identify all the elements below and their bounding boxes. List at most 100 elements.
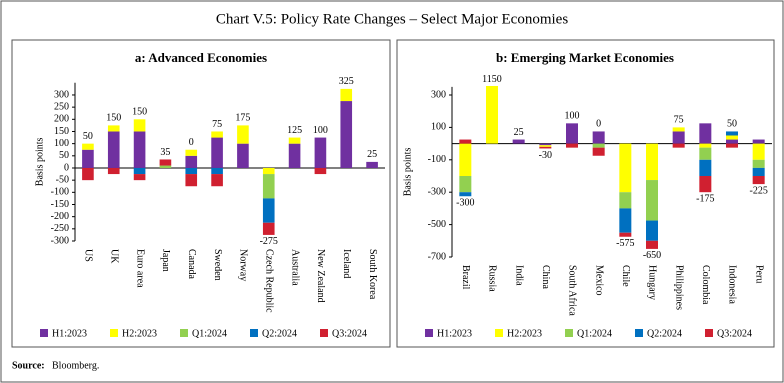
bar-segment — [133, 131, 146, 168]
bar-segment — [699, 143, 712, 148]
x-tick-label: Russia — [487, 265, 498, 292]
bar-segment — [752, 159, 765, 168]
bar-segment — [752, 167, 765, 176]
bar-segment — [726, 143, 738, 148]
total-label: 25 — [367, 149, 377, 160]
legend-swatch — [705, 329, 713, 337]
x-tick-label: Hungary — [647, 265, 658, 300]
legend-label: H2:2023 — [507, 328, 542, 339]
total-label: 1150 — [482, 74, 502, 85]
bar-segment — [107, 131, 120, 168]
y-tick-label: -100 — [428, 154, 446, 165]
x-tick-label: Chile — [620, 265, 631, 287]
bar-segment — [185, 149, 198, 156]
figure-title: Chart V.5: Policy Rate Changes – Select … — [216, 11, 568, 27]
bar-segment — [619, 208, 632, 233]
total-label: 100 — [313, 125, 328, 136]
bar-segment — [340, 88, 353, 102]
total-label: -300 — [456, 198, 474, 209]
bar-segment — [726, 131, 738, 136]
y-tick-label: -700 — [428, 251, 446, 262]
total-label: 0 — [189, 137, 194, 148]
panel-title: b: Emerging Market Economies — [496, 50, 674, 65]
bar-segment — [566, 123, 578, 144]
bar-segment — [459, 139, 472, 144]
bar-segment — [726, 139, 738, 144]
bar-segment — [211, 167, 223, 175]
bar-segment — [699, 176, 712, 193]
legend-swatch — [40, 329, 48, 337]
y-tick-label: -200 — [51, 211, 69, 222]
x-tick-label: Australia — [289, 249, 300, 286]
legend-swatch — [635, 329, 643, 337]
bar-segment — [82, 167, 94, 181]
y-tick-label: -300 — [428, 186, 446, 197]
bar-segment — [133, 119, 146, 132]
legend-label: Q2:2024 — [262, 328, 297, 339]
bar-segment — [262, 174, 275, 199]
bar-segment — [646, 180, 658, 221]
total-label: 125 — [287, 125, 302, 136]
bar-segment — [459, 192, 472, 197]
y-tick-label: -250 — [51, 223, 69, 234]
legend-swatch — [180, 329, 188, 337]
bar-segment — [592, 143, 605, 148]
bar-segment — [237, 125, 249, 144]
bar-segment — [262, 222, 275, 235]
x-tick-label: New Zealand — [315, 249, 326, 303]
x-tick-label: South Korea — [367, 249, 378, 300]
total-label: 0 — [596, 119, 601, 130]
legend-swatch — [110, 329, 118, 337]
total-label: -30 — [539, 150, 552, 161]
legend-swatch — [425, 329, 433, 337]
bar-segment — [672, 143, 685, 148]
bar-segment — [752, 139, 765, 144]
y-tick-label: 250 — [54, 101, 69, 112]
bar-segment — [133, 167, 146, 175]
total-label: 100 — [565, 111, 580, 122]
bar-segment — [752, 143, 765, 160]
x-tick-label: Philippines — [673, 265, 684, 310]
total-label: 75 — [212, 119, 222, 130]
source-text: Bloomberg. — [52, 360, 99, 371]
bar-segment — [512, 139, 525, 144]
bar-segment — [592, 131, 605, 144]
bar-segment — [672, 127, 685, 132]
bar-segment — [366, 161, 378, 168]
x-tick-label: India — [513, 265, 524, 286]
x-tick-label: Iceland — [341, 249, 352, 278]
y-tick-label: 100 — [431, 122, 446, 133]
bar-segment — [82, 149, 94, 168]
y-tick-label: 300 — [54, 89, 69, 100]
y-tick-label: 300 — [431, 89, 446, 100]
x-tick-label: Brazil — [460, 265, 471, 290]
total-label: -225 — [749, 185, 767, 196]
legend-swatch — [495, 329, 503, 337]
bar-segment — [566, 143, 578, 148]
legend-label: H1:2023 — [437, 328, 472, 339]
total-label: 35 — [160, 147, 170, 158]
x-tick-label: Euro area — [134, 249, 145, 288]
bars — [459, 86, 765, 249]
legend-label: Q1:2024 — [192, 328, 227, 339]
x-tick-label: China — [540, 265, 551, 289]
total-label: 50 — [727, 119, 737, 130]
y-tick-label: -300 — [51, 235, 69, 246]
bar-segment — [459, 143, 472, 176]
bar-segment — [646, 220, 658, 241]
bar-segment — [211, 131, 223, 138]
bar-segment — [237, 143, 249, 168]
legend-label: H1:2023 — [52, 328, 87, 339]
total-label: -575 — [616, 238, 634, 249]
y-tick-label: 100 — [54, 138, 69, 149]
bar-segment — [646, 240, 658, 249]
bar-segment — [539, 146, 552, 149]
panel-title: a: Advanced Economies — [135, 50, 267, 65]
bar-segment — [262, 198, 275, 223]
bar-segment — [726, 135, 738, 140]
bar-segment — [159, 165, 172, 168]
bar-segment — [159, 159, 172, 166]
x-tick-label: Norway — [238, 249, 249, 281]
x-tick-label: Czech Republic — [263, 249, 274, 313]
